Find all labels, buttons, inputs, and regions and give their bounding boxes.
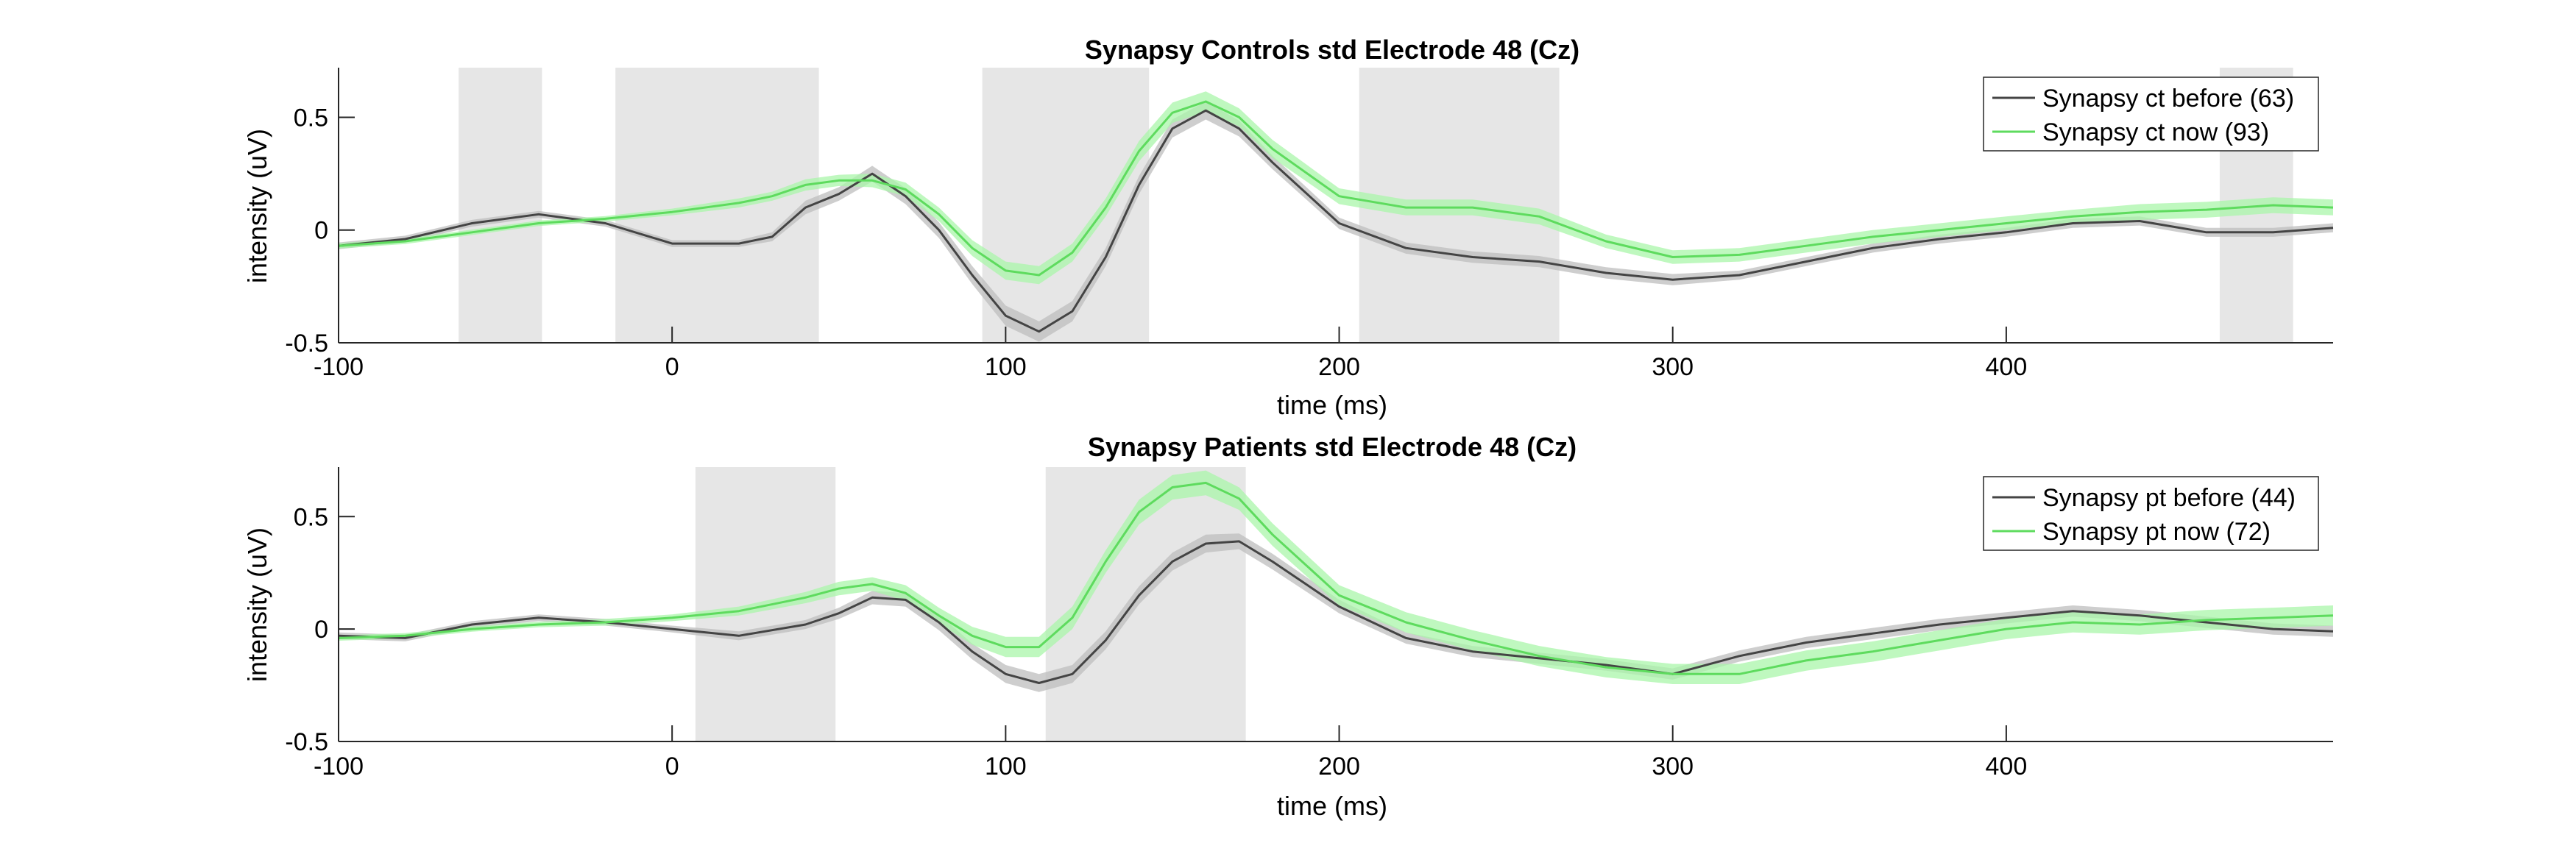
y-tick-label-patients-2: 0.5 [294,503,328,531]
series-line-patients-1 [338,481,2334,675]
x-tick-label-patients-2: 100 [985,753,1027,780]
x-axis-label-patients: time (ms) [1277,791,1387,821]
y-tick-label-controls-1: 0 [314,217,328,245]
y-axis-label-controls: intensity (uV) [242,129,272,283]
legend-box-patients [1983,476,2319,551]
x-tick-label-controls-5: 400 [1986,353,2028,381]
x-tick-label-controls-2: 100 [985,353,1027,381]
series-line-controls-1 [338,100,2334,277]
legend-patients: Synapsy pt before (44) Synapsy pt now (72… [1983,476,2319,551]
y-tick-label-patients-0: -0.5 [285,728,328,756]
x-tick-label-patients-1: 0 [665,753,679,780]
series-line-controls-0 [338,109,2334,333]
y-tick-label-patients-1: 0 [314,616,328,644]
legend-label-patients-1: Synapsy pt now (72) [2042,518,2271,546]
x-tick-label-patients-3: 200 [1318,753,1360,780]
x-tick-label-controls-1: 0 [665,353,679,381]
x-tick-label-patients-4: 300 [1652,753,1694,780]
shaded-interval-controls-2 [982,68,1150,343]
chart-title-patients: Synapsy Patients std Electrode 48 (Cz) [1088,432,1577,462]
y-tick-label-controls-2: 0.5 [294,104,328,132]
legend-label-controls-0: Synapsy ct before (63) [2042,85,2294,113]
chart-title-controls: Synapsy Controls std Electrode 48 (Cz) [1085,35,1579,65]
x-tick-label-controls-3: 200 [1318,353,1360,381]
x-axis-label-controls: time (ms) [1277,390,1387,420]
series-band-controls-1 [339,91,2333,285]
chart-panel-patients: Synapsy Patients std Electrode 48 (Cz) t… [242,432,2334,821]
x-tick-label-patients-0: -100 [314,753,364,780]
y-tick-label-controls-0: -0.5 [285,330,328,358]
legend-label-patients-0: Synapsy pt before (44) [2042,484,2296,512]
legend-box-controls [1983,77,2319,152]
x-tick-label-controls-4: 300 [1652,353,1694,381]
x-tick-label-controls-0: -100 [314,353,364,381]
legend-label-controls-1: Synapsy ct now (93) [2042,118,2269,146]
shaded-interval-controls-0 [459,68,542,343]
chart-panel-controls: Synapsy Controls std Electrode 48 (Cz) t… [242,35,2334,420]
series-line-patients-0 [338,540,2334,684]
x-tick-label-patients-5: 400 [1986,753,2028,780]
y-axis-label-patients: intensity (uV) [242,527,272,682]
legend-controls: Synapsy ct before (63) Synapsy ct now (93… [1983,77,2319,152]
